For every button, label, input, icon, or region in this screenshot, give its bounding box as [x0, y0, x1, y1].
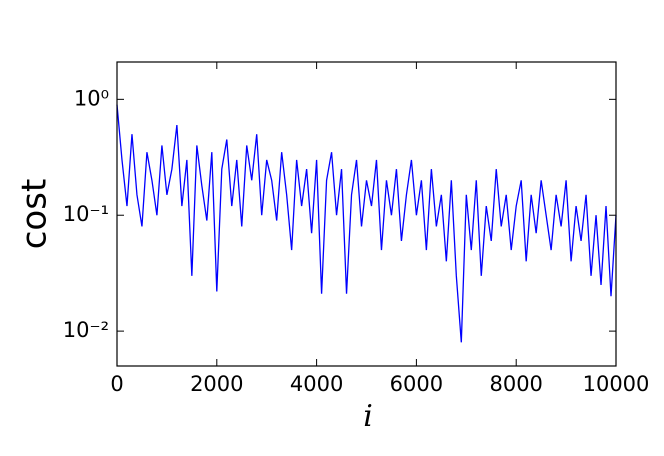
y-axis-label: cost: [15, 179, 55, 250]
x-tick-label: 8000: [489, 372, 542, 396]
x-tick-label: 4000: [290, 372, 343, 396]
x-tick-label: 10000: [583, 372, 650, 396]
y-tick-label: 10⁻¹: [63, 202, 109, 226]
plot-frame: [116, 61, 617, 367]
y-tick-label: 10⁻²: [63, 318, 109, 342]
x-tick-label: 6000: [390, 372, 443, 396]
x-tick-label: 0: [110, 372, 123, 396]
x-axis-label: i: [363, 399, 373, 434]
y-tick-label: 10⁰: [74, 86, 109, 110]
line-series: [116, 104, 617, 343]
x-tick-label: 2000: [190, 372, 243, 396]
